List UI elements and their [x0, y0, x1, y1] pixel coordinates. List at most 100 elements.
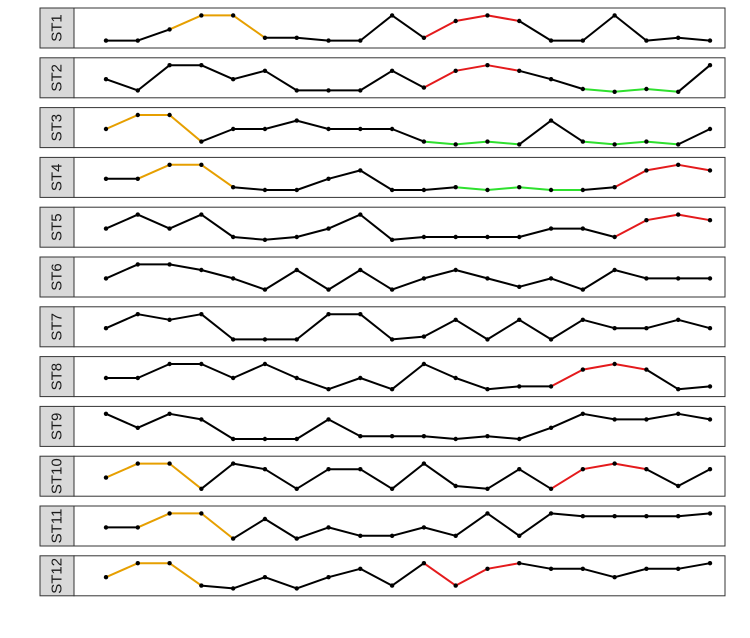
panel-st11: ST11: [39, 505, 726, 547]
series-segment: [295, 269, 330, 291]
series-segment: [518, 512, 553, 537]
data-point: [389, 486, 395, 491]
series-segment: [422, 186, 457, 191]
data-point: [135, 375, 140, 381]
data-point: [580, 187, 586, 193]
series-segment: [263, 119, 298, 130]
data-point: [262, 237, 268, 242]
series-segment: [550, 468, 584, 490]
data-point: [358, 312, 363, 317]
panel-label: ST10: [49, 458, 66, 494]
series-segment: [105, 313, 139, 330]
series-segment: [422, 435, 457, 440]
data-point: [517, 142, 522, 147]
data-point: [580, 411, 586, 416]
data-point: [167, 62, 172, 68]
series-segment: [454, 14, 489, 22]
series-segment: [581, 140, 616, 146]
data-point: [135, 262, 140, 267]
data-point: [167, 317, 172, 322]
series-segment: [200, 213, 235, 238]
data-point: [421, 461, 427, 466]
data-point: [485, 234, 490, 240]
series-segment: [518, 186, 553, 191]
data-point: [612, 234, 617, 240]
series-segment: [677, 412, 711, 421]
data-point: [485, 387, 490, 392]
series-segment: [422, 526, 457, 537]
data-point: [421, 276, 427, 281]
data-point: [167, 162, 172, 167]
series-segment: [486, 186, 521, 191]
data-point: [294, 486, 299, 491]
data-point: [199, 267, 204, 273]
data-point: [707, 467, 713, 472]
series-segment: [391, 69, 425, 89]
data-point: [103, 475, 109, 480]
data-point: [294, 187, 299, 193]
series-segment: [105, 562, 139, 579]
data-point: [389, 68, 395, 74]
panel-frame: [73, 505, 726, 547]
data-point: [326, 575, 331, 580]
panel-strip: [39, 57, 75, 99]
series-segment: [581, 412, 616, 421]
series-segment: [677, 64, 711, 93]
series-segment: [550, 512, 584, 518]
data-point: [167, 461, 172, 466]
data-point: [326, 287, 331, 292]
data-point: [389, 126, 395, 132]
data-point: [199, 13, 204, 18]
series-segment: [613, 567, 648, 579]
series-segment: [327, 418, 362, 438]
series-segment: [391, 462, 425, 490]
series-segment: [359, 14, 394, 42]
data-point: [644, 38, 649, 43]
series-segment: [645, 368, 680, 391]
data-point: [167, 361, 172, 367]
data-point: [644, 218, 649, 223]
panel-st2: ST2: [39, 57, 726, 99]
data-point: [326, 312, 331, 317]
data-point: [612, 185, 617, 190]
series-segment: [518, 426, 553, 440]
data-point: [167, 511, 172, 516]
data-point: [676, 162, 681, 167]
data-point: [199, 139, 204, 144]
data-point: [580, 367, 586, 372]
data-point: [676, 212, 681, 217]
series-segment: [105, 114, 139, 130]
panel-strip: [39, 455, 75, 497]
series-segment: [550, 78, 584, 90]
series-segment: [581, 269, 616, 291]
data-point: [103, 126, 109, 132]
series-segment: [422, 363, 457, 379]
data-point: [230, 126, 236, 132]
data-point: [453, 317, 458, 322]
series-segment: [359, 313, 394, 341]
data-point: [326, 387, 331, 392]
data-point: [199, 511, 204, 516]
data-point: [167, 226, 172, 231]
data-point: [517, 561, 522, 566]
data-point: [548, 187, 554, 193]
data-point: [262, 361, 268, 367]
data-point: [612, 514, 617, 519]
series-segment: [581, 88, 616, 93]
series-segment: [136, 313, 171, 321]
data-point: [358, 467, 363, 472]
series-segment: [136, 163, 171, 180]
data-point: [580, 226, 586, 231]
series-segment: [105, 462, 139, 479]
series-segment: [232, 236, 266, 241]
data-point: [294, 536, 299, 541]
data-point: [103, 176, 109, 181]
panel-frame: [73, 555, 726, 597]
data-point: [421, 561, 427, 566]
data-point: [167, 27, 172, 32]
series-segment: [327, 567, 362, 579]
panel-label: ST1: [49, 14, 66, 42]
data-point: [230, 536, 236, 541]
data-point: [167, 112, 172, 118]
data-point: [389, 387, 395, 392]
